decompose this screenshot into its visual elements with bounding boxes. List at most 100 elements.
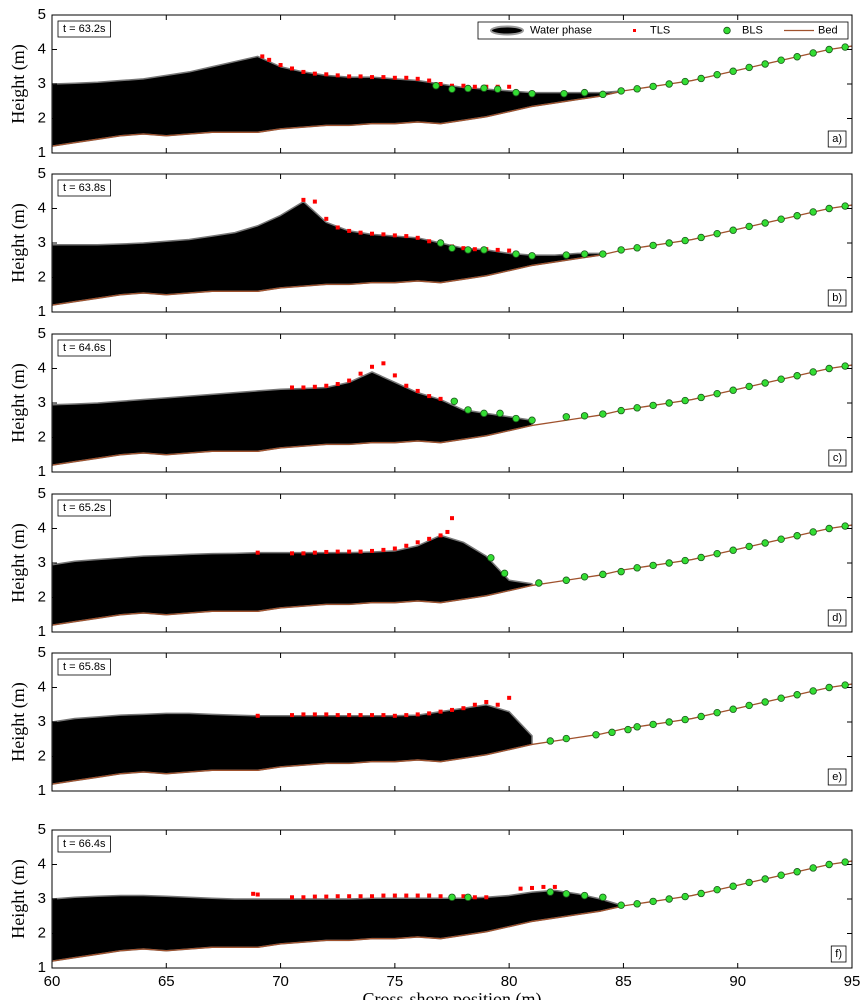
bls-point — [448, 244, 456, 252]
tls-point — [370, 75, 374, 80]
tls-point — [358, 894, 363, 899]
time-label-box — [57, 20, 111, 38]
tls-point — [335, 549, 340, 554]
bls-point — [562, 734, 570, 743]
bls-point — [562, 576, 570, 584]
tls-point — [358, 549, 363, 554]
tls-point — [301, 69, 306, 74]
bls-point — [464, 406, 472, 414]
tls-point — [255, 713, 260, 718]
bls-point — [729, 705, 737, 713]
y-tick-label: 4 — [38, 40, 46, 57]
time-label: t = 63.8s — [63, 182, 106, 194]
tls-point — [260, 54, 265, 59]
tls-point — [381, 893, 386, 898]
bls-point — [809, 208, 817, 216]
bls-point — [697, 889, 705, 898]
y-tick-label: 4 — [38, 359, 46, 376]
tls-point — [381, 75, 386, 80]
bls-point — [825, 364, 833, 373]
y-tick-label: 4 — [38, 199, 46, 216]
bls-point — [777, 694, 785, 702]
bls-point — [761, 875, 769, 883]
bls-point — [512, 250, 520, 258]
bls-point — [617, 246, 625, 254]
tls-point — [427, 239, 432, 244]
bls-point — [512, 88, 520, 97]
tls-point — [335, 73, 340, 78]
x-tick-label: 85 — [615, 973, 632, 990]
x-tick-label: 80 — [501, 973, 518, 990]
bls-point — [546, 888, 554, 896]
time-label: t = 65.2s — [63, 502, 106, 514]
tls-point — [427, 893, 432, 898]
tls-point — [404, 543, 409, 548]
bls-point — [599, 90, 607, 99]
bls-point — [745, 701, 753, 710]
tls-point — [404, 234, 409, 239]
bls-point — [793, 53, 801, 61]
bls-point — [480, 246, 488, 254]
tls-point — [312, 894, 317, 899]
panel-label: b) — [832, 292, 842, 304]
x-axis-label: Cross-shore position (m) — [363, 989, 542, 1000]
tls-point — [507, 84, 512, 89]
tls-point — [392, 373, 397, 378]
bls-point — [528, 416, 536, 424]
y-tick-label: 5 — [38, 644, 46, 661]
y-tick-label: 1 — [38, 623, 46, 640]
y-tick-label: 2 — [38, 924, 46, 941]
tls-point — [427, 536, 432, 541]
bls-point — [617, 406, 625, 415]
bls-point — [592, 731, 600, 739]
tls-point — [552, 884, 557, 889]
time-label: t = 64.6s — [63, 342, 106, 354]
tls-point — [335, 382, 340, 387]
bls-point — [464, 84, 472, 93]
x-tick-label: 70 — [272, 973, 289, 990]
bls-point — [528, 89, 536, 98]
time-label-box — [57, 499, 111, 517]
bls-point — [745, 382, 753, 391]
tls-point — [518, 886, 523, 891]
bls-point — [761, 698, 769, 706]
legend-label: TLS — [650, 24, 670, 36]
tls-point — [450, 707, 454, 712]
y-axis-label: Height (m) — [8, 363, 29, 442]
tls-point — [415, 893, 420, 898]
bls-point — [745, 878, 753, 887]
bls-point — [599, 570, 607, 579]
bls-point — [649, 241, 657, 250]
y-tick-label: 3 — [38, 554, 46, 571]
bls-point — [633, 85, 641, 93]
bls-point — [777, 535, 785, 543]
y-axis-label: Height (m) — [8, 682, 29, 761]
bls-point — [745, 542, 753, 551]
tls-point — [541, 884, 546, 889]
plot-area — [52, 516, 852, 626]
bls-point — [761, 219, 769, 227]
tls-point — [392, 233, 397, 238]
y-tick-label: 1 — [38, 303, 46, 320]
time-label: t = 65.8s — [63, 661, 106, 673]
tls-point — [427, 394, 432, 399]
tls-point — [347, 549, 352, 554]
tls-point — [324, 216, 329, 221]
bls-point — [665, 895, 673, 903]
legend-box — [477, 21, 849, 40]
y-tick-label: 5 — [38, 6, 46, 23]
bls-point — [809, 368, 817, 376]
bls-point — [665, 399, 673, 407]
tls-point — [404, 383, 409, 388]
tls-point — [472, 702, 477, 707]
tls-point — [324, 383, 329, 388]
y-tick-label: 1 — [38, 782, 46, 799]
tls-point — [324, 549, 329, 554]
time-label-box — [57, 339, 111, 357]
tls-point — [290, 551, 294, 556]
plot-area — [52, 681, 852, 785]
bls-point — [681, 77, 689, 86]
plot-area — [52, 858, 852, 962]
plot-area — [52, 197, 852, 306]
tls-point — [461, 706, 466, 711]
